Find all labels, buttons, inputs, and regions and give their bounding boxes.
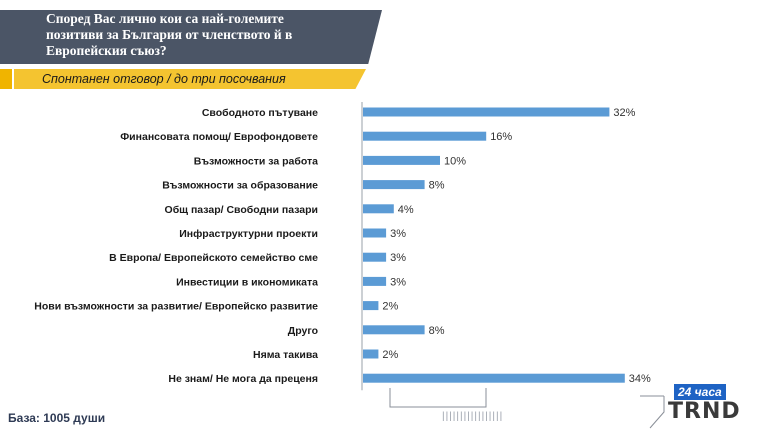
subtitle-banner	[14, 69, 366, 89]
category-label: Няма такива	[253, 349, 318, 361]
category-label: В Европа/ Европейското семейство сме	[109, 252, 318, 264]
category-label: Финансовата помощ/ Еврофондовете	[120, 131, 318, 143]
category-label: Инфраструктурни проекти	[179, 228, 318, 240]
category-label: Нови възможности за развитие/ Европейско…	[34, 301, 318, 313]
bar	[363, 107, 610, 117]
bar	[363, 180, 425, 190]
bar	[363, 228, 387, 238]
value-label: 3%	[390, 228, 406, 240]
decorative-ticks: |||||||||||||||||	[442, 411, 504, 422]
value-label: 8%	[429, 180, 445, 192]
chart-subtitle: Спонтанен отговор / до три посочвания	[42, 72, 286, 86]
bar	[363, 252, 387, 262]
trend-logo: 24 часа TRND	[664, 384, 764, 428]
category-label: Възможности за образование	[162, 180, 318, 192]
value-label: 16%	[490, 131, 512, 143]
logo-wordmark: TRND	[668, 399, 741, 424]
value-label: 8%	[429, 325, 445, 337]
base-note: База: 1005 души	[8, 411, 106, 425]
category-label: Друго	[288, 325, 318, 337]
value-label: 3%	[390, 276, 406, 288]
category-label: Общ пазар/ Свободни пазари	[165, 204, 318, 216]
chart-title: Според Вас лично кои са най-големите поз…	[46, 11, 293, 58]
bar	[363, 204, 394, 214]
category-label: Свободното пътуване	[202, 107, 318, 119]
bar	[363, 373, 625, 383]
header-left-stripe	[0, 10, 38, 64]
category-label: Не знам/ Не мога да преценя	[168, 373, 318, 385]
bar	[363, 349, 379, 359]
subtitle-accent-bar	[0, 69, 12, 89]
value-label: 10%	[444, 155, 466, 167]
bar-chart: Свободното пътуване 32% Финансовата помощ/…	[34, 102, 651, 391]
category-label: Възможности за работа	[194, 155, 318, 167]
bar	[363, 325, 425, 335]
category-label: Инвестиции в икономиката	[176, 276, 318, 288]
value-label: 2%	[382, 349, 398, 361]
value-label: 4%	[398, 204, 414, 216]
value-label: 34%	[629, 373, 651, 385]
title-banner	[38, 10, 382, 64]
logo-badge: 24 часа	[674, 384, 726, 400]
value-label: 3%	[390, 252, 406, 264]
bar	[363, 276, 387, 286]
value-label: 32%	[613, 107, 635, 119]
bar	[363, 131, 487, 141]
value-label: 2%	[382, 301, 398, 313]
bar	[363, 155, 440, 165]
bar	[363, 301, 379, 311]
